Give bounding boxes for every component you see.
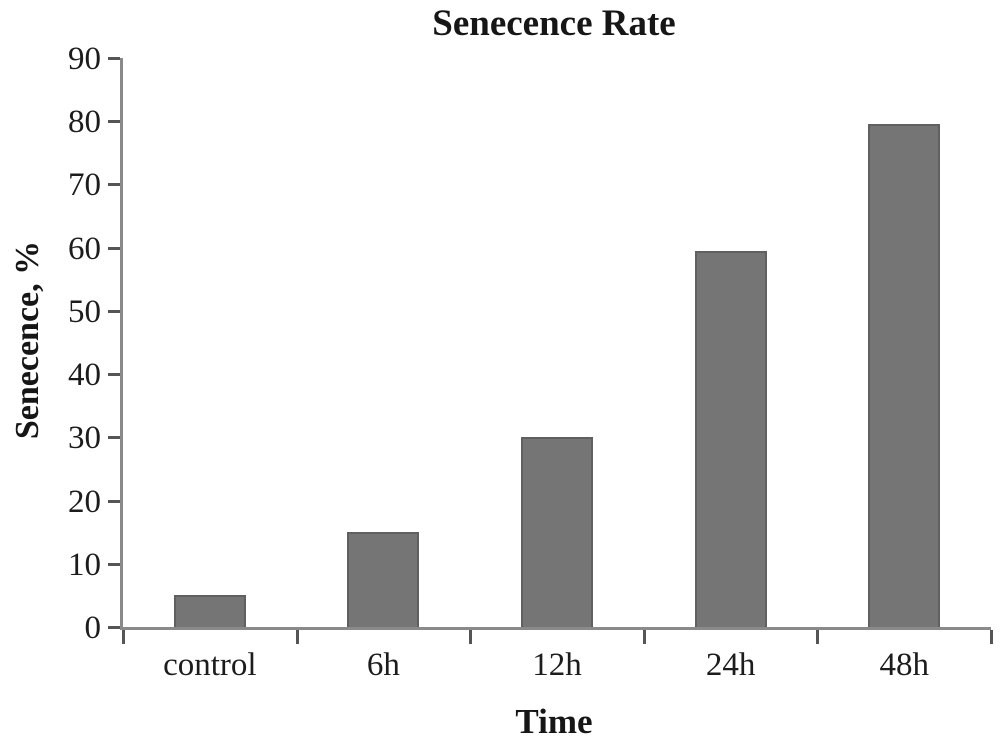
- chart-title: Senecence Rate: [432, 3, 676, 44]
- y-axis-tick-label: 50: [68, 293, 101, 330]
- y-axis-tick-label: 60: [68, 230, 101, 267]
- x-axis-tick: [469, 630, 473, 644]
- y-axis-tick-label: 70: [68, 167, 101, 204]
- y-axis-tick-label: 0: [84, 610, 102, 646]
- x-axis-tick: [295, 630, 299, 644]
- y-axis-tick-label: 20: [68, 483, 101, 520]
- x-axis-category-label: 6h: [366, 647, 400, 683]
- x-axis-tick: [642, 630, 646, 644]
- x-axis-category-label: 12h: [532, 647, 582, 683]
- bar-48h: [868, 124, 941, 627]
- y-axis-tick: [108, 57, 120, 60]
- y-axis-tick: [108, 499, 120, 503]
- y-axis-tick: [108, 562, 120, 566]
- x-axis-category-label: 48h: [879, 647, 929, 683]
- y-axis-tick-label: 80: [68, 104, 101, 141]
- x-axis-tick: [122, 630, 125, 644]
- y-axis-tick: [108, 309, 120, 313]
- x-axis-label: Time: [515, 702, 593, 741]
- bar-control: [173, 595, 246, 627]
- bar-6h: [347, 532, 420, 627]
- y-axis-tick-label: 40: [68, 357, 101, 394]
- y-axis-label: Senecence, %: [9, 240, 46, 440]
- y-axis-tick: [108, 626, 120, 629]
- y-axis-tick-label: 10: [68, 546, 101, 583]
- bar-24h: [694, 250, 767, 627]
- bar-12h: [521, 437, 593, 627]
- x-axis-category-label: control: [163, 647, 257, 683]
- x-axis-category-label: 24h: [705, 647, 756, 683]
- plot-area: 0 10 20 30 40 50 60 70 80 90 control 6h 12h 24h 48h: [68, 43, 993, 682]
- y-axis-tick: [108, 373, 120, 377]
- y-axis-tick: [108, 246, 120, 250]
- y-axis-tick: [108, 120, 120, 124]
- y-axis-tick: [108, 183, 120, 187]
- y-axis-tick: [108, 436, 120, 440]
- x-axis-tick: [990, 630, 993, 644]
- y-axis-tick-label: 90: [68, 41, 101, 77]
- y-axis-tick-label: 30: [68, 420, 101, 457]
- x-axis-tick: [816, 630, 820, 644]
